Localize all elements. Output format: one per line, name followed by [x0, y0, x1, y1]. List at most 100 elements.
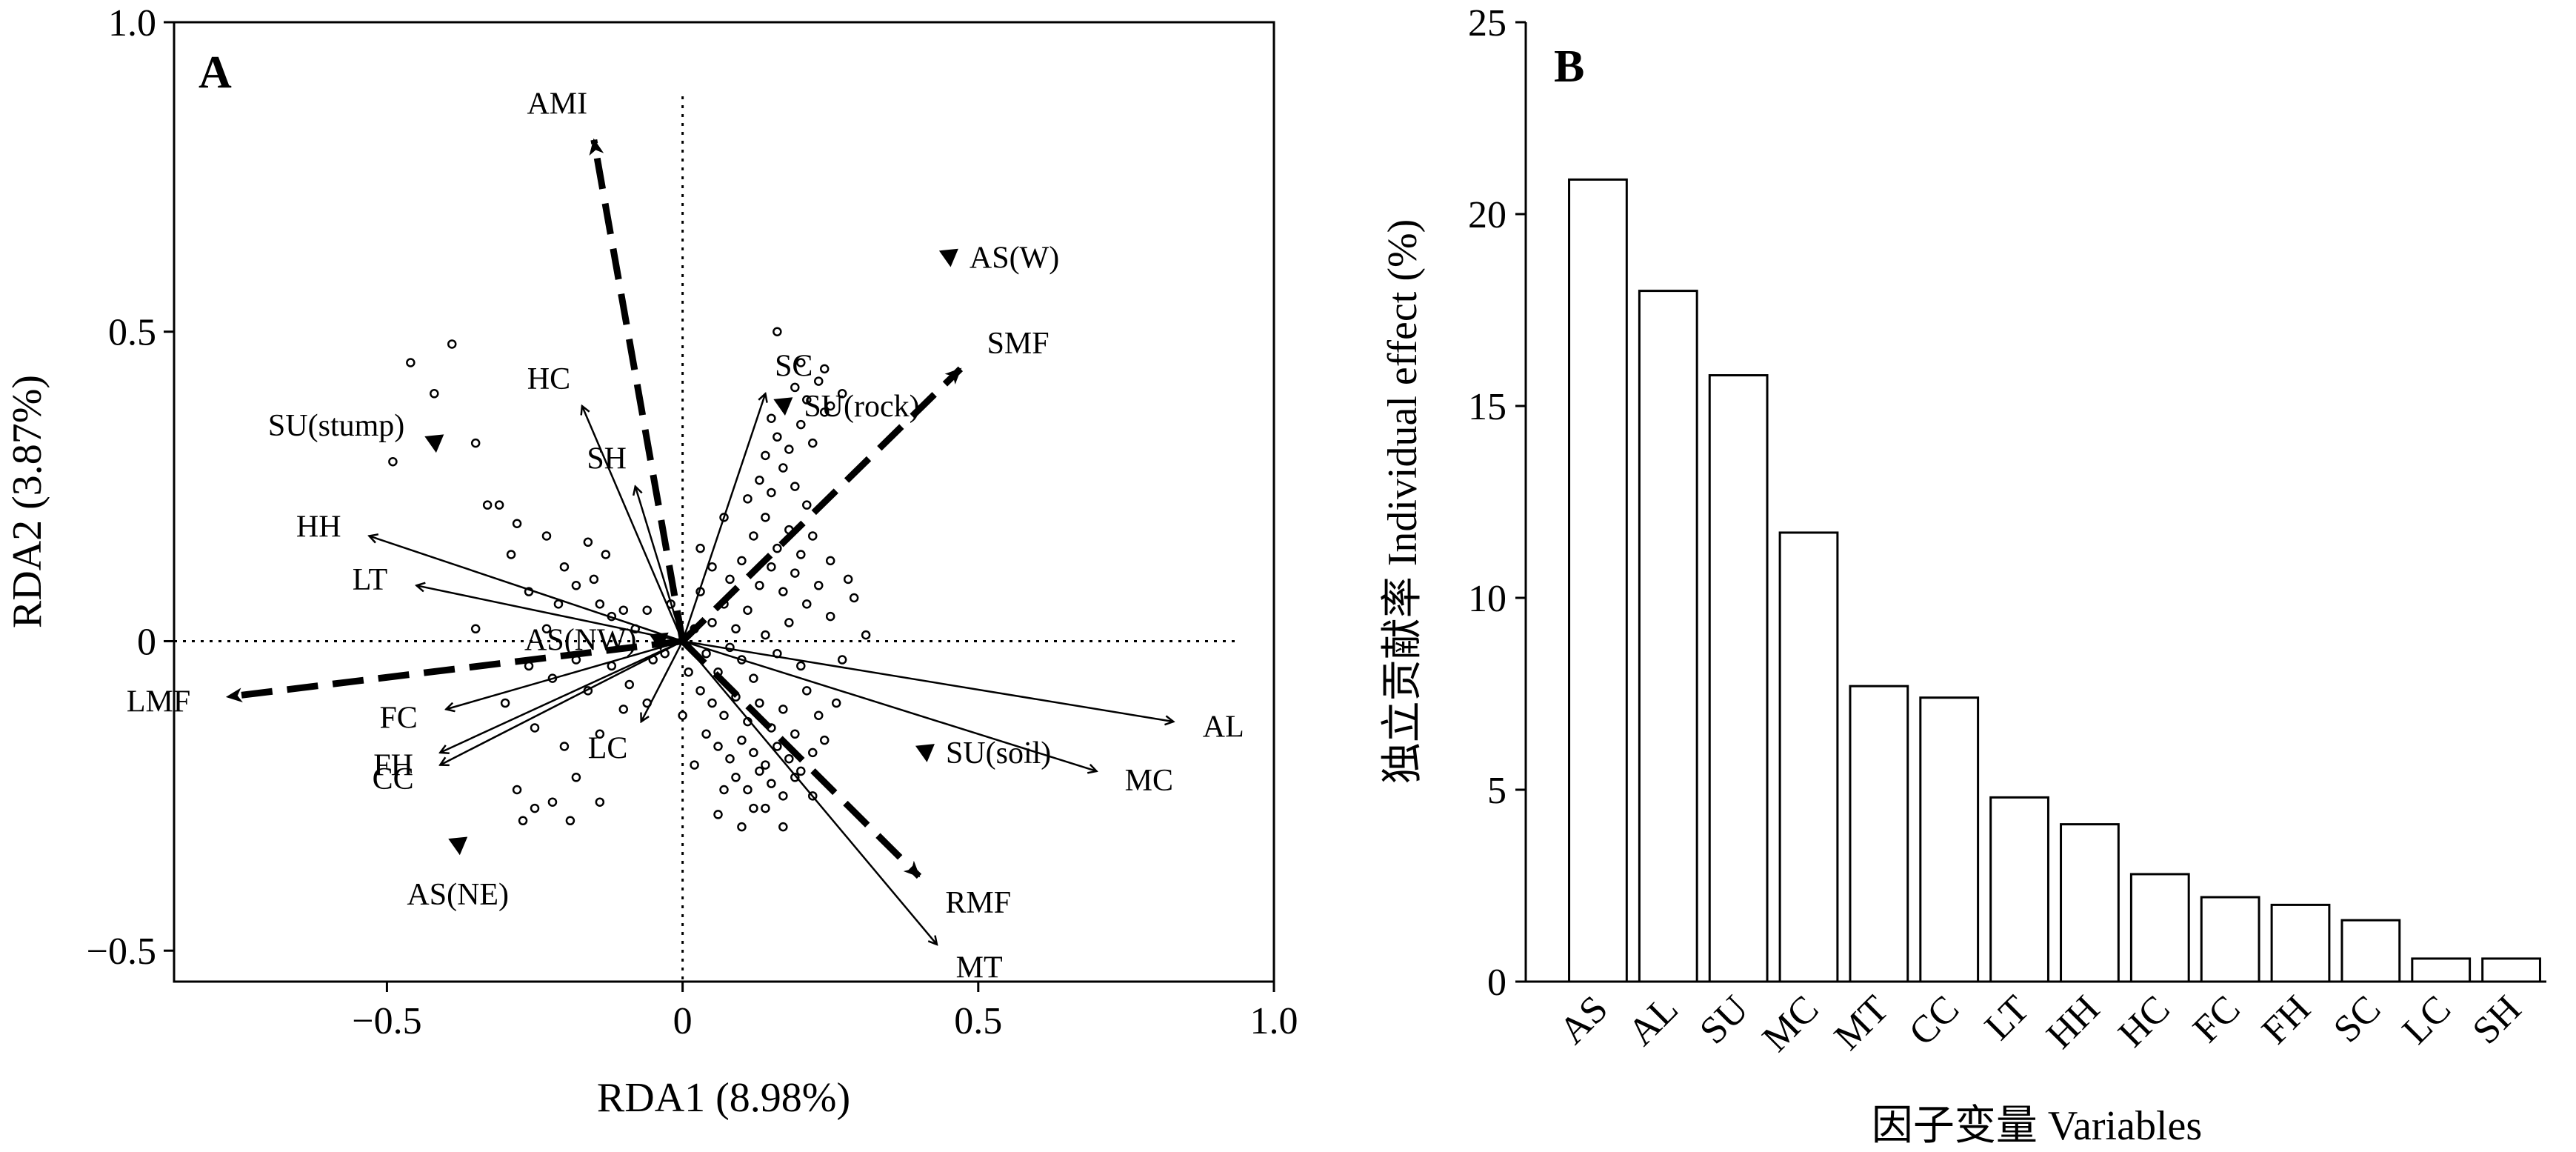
site-point	[470, 438, 481, 448]
site-point	[755, 476, 764, 485]
bar-y-tick-label: 15	[1468, 386, 1506, 428]
x-tick-label: 1.0	[1250, 1000, 1298, 1042]
site-point	[583, 537, 593, 547]
arrow-label-al: AL	[1203, 710, 1244, 745]
site-point	[518, 816, 528, 826]
y-axis-title: RDA2 (3.87%)	[4, 375, 50, 628]
site-point	[784, 618, 794, 627]
site-point	[808, 531, 818, 541]
site-point	[743, 494, 753, 504]
bar-al	[1638, 290, 1698, 983]
site-point	[565, 816, 575, 826]
x-tick-label: 0	[673, 1000, 693, 1042]
dashed-arrow-label-smf: SMF	[987, 327, 1050, 361]
y-tick-label: −0.5	[87, 930, 156, 973]
site-point	[512, 785, 522, 795]
site-point	[743, 605, 753, 615]
arrow-al	[682, 640, 1174, 722]
site-point	[773, 742, 782, 751]
bar-category-label-lt: LT	[1977, 988, 2038, 1048]
bar-category-label-al: AL	[1620, 988, 1686, 1053]
site-point	[571, 581, 581, 590]
site-point	[767, 413, 776, 423]
site-point	[707, 562, 717, 572]
bar-category-label-mt: MT	[1826, 988, 1897, 1058]
site-point	[767, 562, 776, 572]
bar-fc	[2200, 896, 2260, 983]
site-point	[719, 710, 729, 720]
arrow-mt	[681, 640, 937, 944]
centroid-as-ne	[448, 836, 468, 856]
bar-category-label-sh: SH	[2465, 988, 2529, 1052]
bar-category-label-as: AS	[1552, 988, 1616, 1052]
site-point	[808, 438, 818, 448]
site-point	[595, 797, 605, 807]
arrow-hc	[582, 406, 684, 642]
bars	[1568, 178, 2541, 983]
dashed-arrow-label-rmf: RMF	[945, 886, 1011, 920]
bar-y-tick-label: 10	[1468, 578, 1506, 620]
site-point	[808, 748, 818, 758]
site-point	[553, 599, 564, 609]
bar-y-tick-label: 5	[1487, 770, 1506, 812]
site-point	[773, 543, 782, 553]
x-tick-label: −0.5	[352, 1000, 421, 1042]
dashed-arrow-lmf	[225, 638, 684, 703]
site-point	[790, 382, 800, 393]
site-point	[778, 463, 788, 473]
site-point	[530, 723, 540, 733]
centroid-su-soil	[915, 744, 935, 762]
site-point	[784, 445, 794, 454]
site-point	[755, 698, 764, 708]
site-point	[406, 358, 416, 367]
pcnm-arrows: AMI SMF LMF RMF	[127, 87, 1050, 921]
bar-x-axis-title: 因子变量 Variables	[1872, 1103, 2202, 1149]
bar-y-axis-ticks: 0 5 10 15 20 25	[1468, 2, 1526, 1004]
site-point	[761, 803, 770, 813]
site-point	[796, 358, 806, 367]
site-point	[678, 710, 687, 720]
site-point	[725, 574, 735, 585]
site-point	[595, 599, 605, 609]
factor-centroids: AS(W) SU(stump) SU(rock) AS(NW) SU(soil) AS(N…	[268, 241, 1059, 912]
y-tick-label: 0.5	[108, 312, 156, 354]
site-point	[761, 760, 770, 770]
site-point	[819, 407, 830, 417]
site-point	[767, 779, 776, 788]
bar-lc	[2411, 957, 2472, 983]
site-point	[825, 401, 835, 411]
arrow-mc	[682, 640, 1097, 770]
bar-y-tick-label: 25	[1468, 2, 1506, 44]
bar-category-label-fc: FC	[2185, 988, 2248, 1051]
arrow-cc	[440, 640, 684, 765]
site-point	[849, 593, 859, 603]
bar-y-tick-label: 0	[1487, 962, 1506, 1004]
bar-category-label-mc: MC	[1755, 988, 1827, 1060]
site-point	[755, 766, 764, 776]
site-point	[690, 760, 699, 770]
site-point	[482, 500, 493, 510]
site-point	[773, 327, 782, 336]
site-point	[819, 735, 830, 745]
x-axis-ticks: −0.5 0 0.5 1.0	[352, 982, 1298, 1042]
site-point	[512, 519, 522, 528]
site-point	[790, 729, 800, 739]
arrow-label-sc: SC	[775, 349, 812, 383]
arrow-label-hh: HH	[296, 510, 341, 545]
dashed-arrow-rmf	[680, 639, 922, 879]
site-point	[618, 605, 629, 615]
y-tick-label: 0	[137, 621, 156, 663]
arrow-label-lc: LC	[588, 732, 628, 766]
arrow-label-cc: CC	[373, 762, 414, 796]
bar-y-tick-label: 20	[1468, 194, 1506, 236]
site-point	[802, 395, 812, 404]
site-point	[761, 630, 770, 640]
site-point	[802, 686, 812, 696]
site-point	[589, 574, 599, 585]
dashed-arrow-smf	[680, 366, 964, 644]
site-point	[813, 581, 824, 590]
centroid-label-su-soil: SU(soil)	[946, 736, 1051, 770]
site-point	[684, 667, 693, 677]
arrow-hh	[369, 536, 684, 642]
